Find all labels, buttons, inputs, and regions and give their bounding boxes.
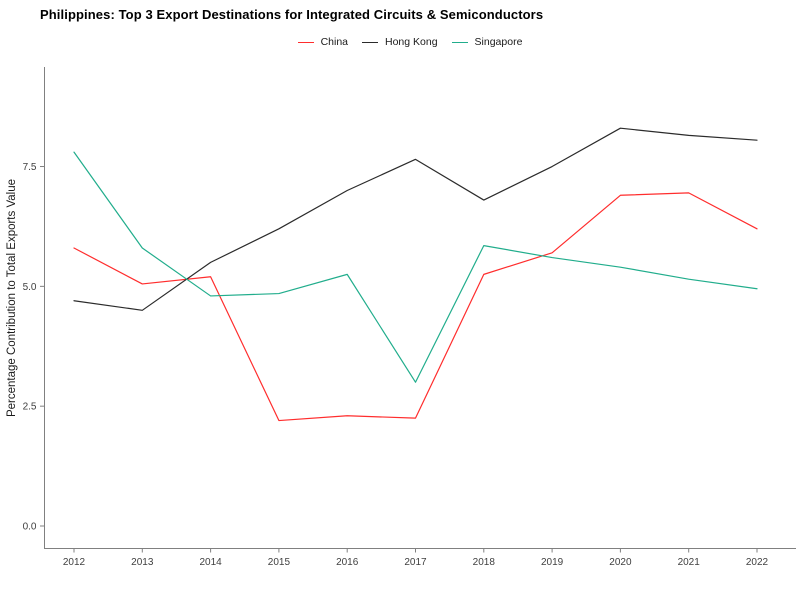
legend-label: Hong Kong [385,36,438,48]
x-tick-label: 2014 [199,557,222,568]
legend-item-hong-kong: Hong Kong [362,36,438,48]
y-tick-label: 2.5 [23,402,37,413]
chart-title: Philippines: Top 3 Export Destinations f… [40,7,544,22]
x-tick-label: 2015 [268,557,291,568]
legend-label: Singapore [474,36,523,48]
x-tick-label: 2022 [746,557,769,568]
x-tick-label: 2016 [336,557,359,568]
legend-line-swatch-hong-kong [362,41,378,43]
legend: China Hong Kong Singapore [0,36,800,48]
y-tick-label: 0.0 [23,522,37,533]
legend-line-swatch-china [297,41,314,43]
x-tick-label: 2020 [609,557,632,568]
x-tick-label: 2017 [404,557,427,568]
y-tick-label: 5.0 [23,282,37,293]
legend-item-china: China [297,36,348,48]
series-line-china [73,192,758,422]
x-tick-label: 2012 [63,557,86,568]
legend-line-swatch-singapore [451,41,468,43]
series-line-singapore [73,151,758,383]
x-tick-label: 2021 [678,557,701,568]
y-tick-label: 7.5 [23,162,37,173]
legend-item-singapore: Singapore [451,36,523,48]
x-tick-label: 2019 [541,557,564,568]
legend-label: China [320,36,348,48]
x-tick-label: 2018 [473,557,496,568]
series-line-hong-kong [73,127,758,311]
x-tick-label: 2013 [131,557,154,568]
